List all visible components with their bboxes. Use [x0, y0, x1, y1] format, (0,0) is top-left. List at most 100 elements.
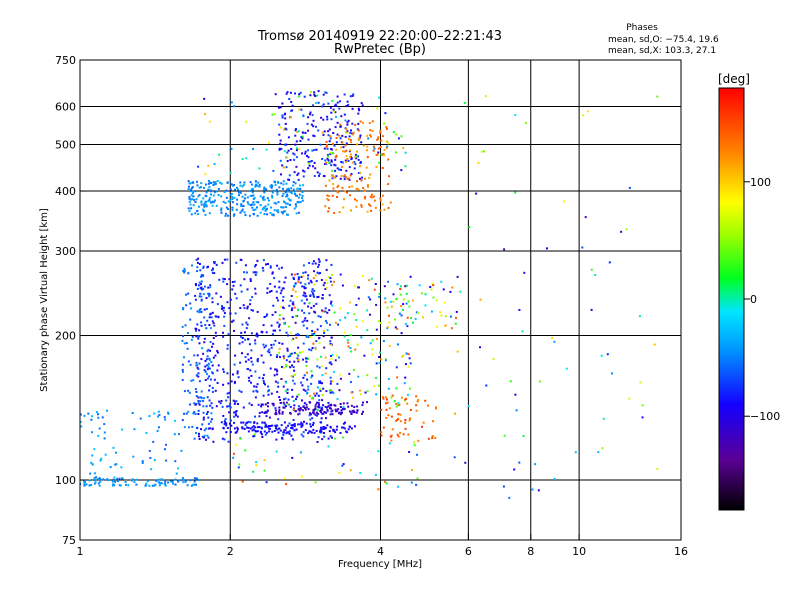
- data-point: [199, 400, 202, 403]
- data-point: [184, 480, 187, 483]
- data-point: [286, 156, 289, 159]
- data-point: [225, 399, 228, 402]
- data-point: [308, 312, 311, 315]
- data-point: [346, 339, 349, 342]
- data-point: [181, 339, 184, 342]
- data-point: [263, 430, 266, 433]
- data-point: [329, 391, 332, 394]
- data-point: [252, 470, 255, 473]
- data-point: [297, 405, 300, 408]
- data-point: [171, 480, 174, 483]
- data-point: [256, 184, 259, 187]
- data-point: [141, 462, 144, 464]
- data-point: [325, 406, 328, 409]
- data-point: [324, 372, 327, 375]
- data-point: [211, 271, 214, 274]
- data-point: [220, 421, 223, 424]
- data-point: [207, 200, 210, 203]
- data-point: [345, 169, 348, 172]
- data-point: [308, 162, 311, 165]
- data-point: [376, 107, 379, 110]
- data-point: [330, 111, 333, 114]
- data-point: [288, 432, 291, 435]
- data-point: [321, 438, 324, 441]
- data-point: [285, 381, 287, 384]
- data-point: [270, 392, 273, 395]
- data-point: [400, 396, 403, 399]
- data-point: [337, 408, 340, 411]
- data-point: [181, 363, 184, 366]
- data-point: [248, 402, 251, 405]
- data-point: [211, 311, 214, 314]
- data-point: [435, 406, 437, 409]
- data-point: [235, 431, 238, 434]
- data-point: [234, 400, 236, 403]
- data-point: [251, 191, 254, 194]
- data-point: [232, 319, 235, 322]
- data-point: [331, 284, 334, 287]
- data-point: [384, 112, 387, 115]
- y-tick-label: 400: [55, 185, 76, 198]
- data-point: [320, 382, 322, 385]
- data-point: [250, 360, 253, 363]
- data-point: [98, 477, 101, 480]
- data-point: [252, 271, 255, 274]
- data-point: [359, 393, 362, 396]
- data-point: [201, 435, 204, 438]
- colorbar-tick-label: −100: [750, 410, 780, 423]
- data-point: [248, 379, 251, 382]
- data-point: [314, 403, 317, 406]
- data-point: [295, 165, 298, 168]
- data-point: [195, 329, 197, 332]
- data-point: [405, 397, 408, 400]
- data-point: [323, 435, 326, 438]
- data-point: [192, 483, 195, 486]
- data-point: [286, 392, 289, 394]
- data-point: [324, 405, 327, 408]
- data-point: [322, 412, 325, 415]
- data-point: [509, 380, 512, 383]
- data-point: [239, 184, 242, 187]
- data-point: [434, 437, 437, 439]
- data-point: [284, 477, 286, 480]
- data-point: [265, 331, 268, 334]
- data-point: [115, 463, 118, 466]
- data-point: [468, 226, 471, 229]
- data-point: [355, 205, 358, 208]
- data-point: [271, 313, 274, 316]
- data-point: [249, 427, 252, 430]
- data-point: [407, 365, 410, 368]
- data-point: [301, 137, 304, 140]
- data-point: [374, 473, 377, 476]
- data-point: [314, 405, 317, 408]
- data-point: [195, 483, 197, 486]
- data-point: [581, 246, 584, 249]
- data-point: [336, 425, 339, 428]
- data-point: [271, 402, 274, 405]
- data-point: [191, 198, 193, 201]
- data-point: [292, 424, 295, 427]
- data-point: [389, 435, 392, 438]
- data-point: [207, 416, 210, 419]
- data-point: [202, 197, 205, 200]
- data-point: [276, 424, 279, 427]
- data-point: [421, 425, 423, 428]
- data-point: [307, 432, 310, 435]
- data-point: [318, 174, 320, 177]
- data-point: [455, 316, 457, 319]
- data-point: [340, 146, 343, 149]
- data-point: [202, 416, 205, 419]
- data-point: [145, 432, 148, 434]
- data-point: [334, 176, 337, 179]
- data-point: [202, 274, 205, 277]
- data-point: [290, 148, 293, 150]
- data-point: [333, 429, 336, 432]
- data-point: [344, 144, 347, 147]
- data-point: [149, 457, 152, 459]
- data-point: [214, 199, 216, 202]
- data-point: [292, 399, 295, 402]
- data-point: [241, 204, 244, 207]
- data-point: [199, 269, 202, 272]
- data-point: [388, 442, 391, 445]
- data-point: [280, 424, 283, 427]
